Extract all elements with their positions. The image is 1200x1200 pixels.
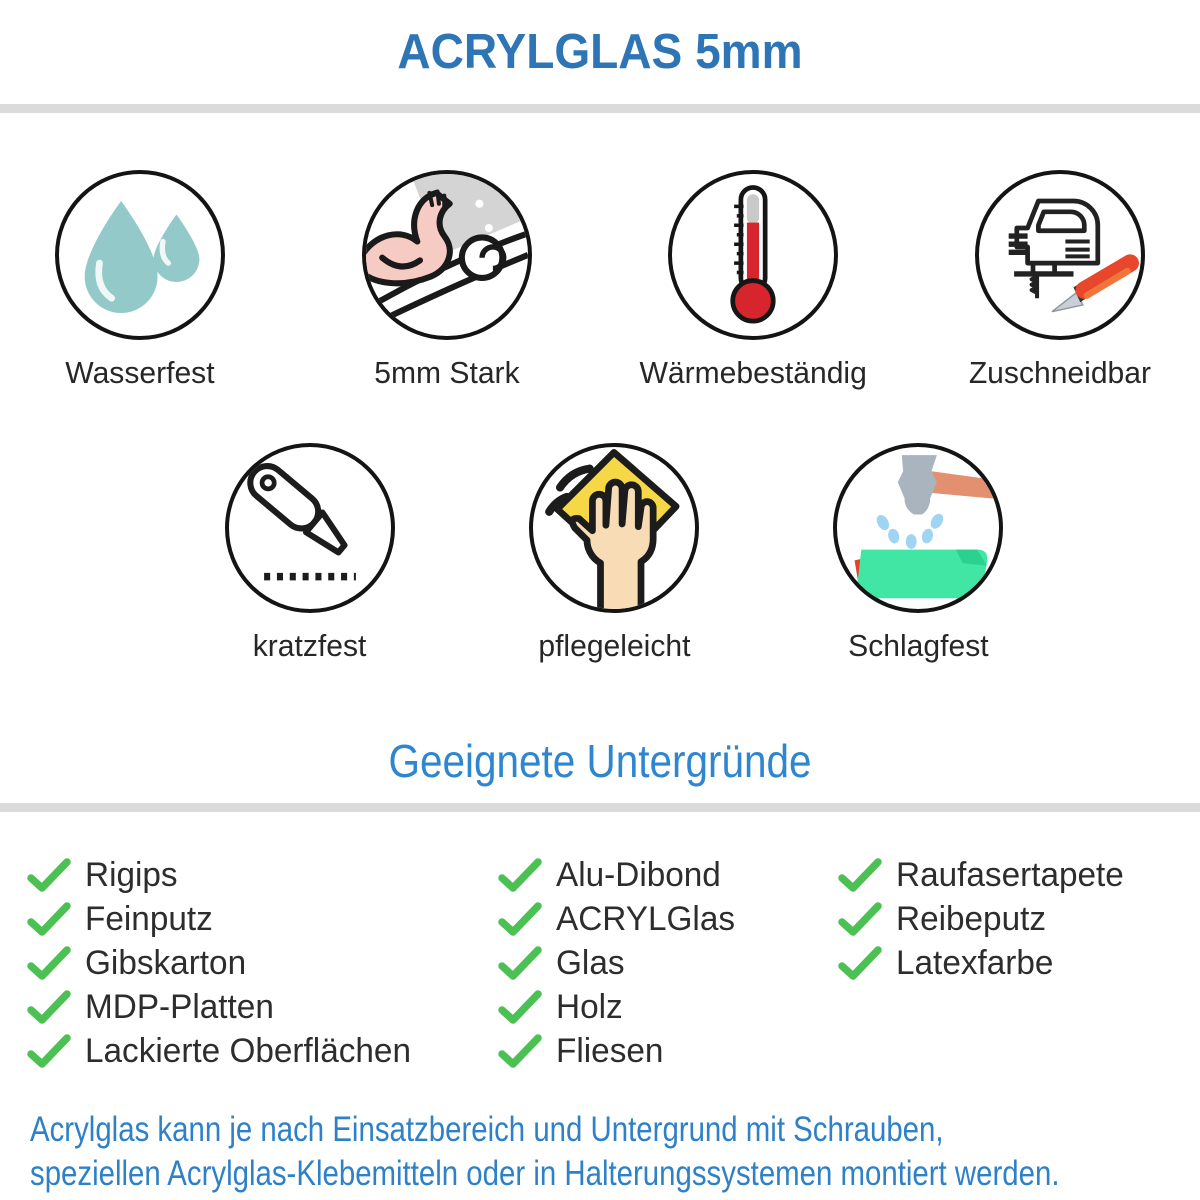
feature-label: Schlagfest bbox=[847, 628, 989, 663]
check-icon bbox=[498, 858, 542, 892]
substrate-item: Reibeputz bbox=[837, 897, 1129, 941]
check-icon bbox=[498, 1034, 542, 1068]
features-row-2: kratzfest pflegeleicht bbox=[200, 443, 1028, 664]
substrate-label: Rigips bbox=[85, 855, 178, 894]
feature-zuschneidbar: Zuschneidbar bbox=[960, 170, 1160, 391]
substrate-item: Raufasertapete bbox=[837, 853, 1129, 897]
check-icon bbox=[27, 858, 71, 892]
substrates-column-3: Raufasertapete Reibeputz Latexfarbe bbox=[837, 853, 1129, 985]
substrate-label: Fliesen bbox=[556, 1031, 664, 1070]
substrate-item: Glas bbox=[497, 941, 739, 985]
substrate-label: Reibeputz bbox=[896, 899, 1047, 938]
substrate-label: Alu-Dibond bbox=[556, 855, 721, 894]
jigsaw-knife-icon bbox=[1008, 198, 1139, 313]
mounting-note: Acrylglas kann je nach Einsatzbereich un… bbox=[30, 1108, 1200, 1196]
check-icon bbox=[838, 946, 882, 980]
substrate-item: MDP-Platten bbox=[26, 985, 418, 1029]
feature-waermebestaendig: Wärmebeständig bbox=[640, 170, 867, 391]
substrate-label: MDP-Platten bbox=[85, 987, 274, 1026]
substrates-column-2: Alu-Dibond ACRYLGlas Glas Holz Fliesen bbox=[497, 853, 739, 1073]
hammer-icon bbox=[854, 455, 999, 599]
substrate-label: Raufasertapete bbox=[896, 855, 1124, 894]
feature-wasserfest: Wasserfest bbox=[40, 170, 240, 391]
cleaning-hand-icon bbox=[545, 449, 680, 609]
water-drops-icon bbox=[84, 201, 200, 314]
substrate-item: Gibskarton bbox=[26, 941, 418, 985]
middle-divider bbox=[0, 803, 1200, 812]
feature-circle bbox=[668, 170, 839, 340]
check-icon bbox=[27, 902, 71, 936]
substrate-item: Holz bbox=[497, 985, 739, 1029]
substrate-item: ACRYLGlas bbox=[497, 897, 739, 941]
check-icon bbox=[838, 858, 882, 892]
feature-label: 5mm Stark bbox=[373, 355, 520, 390]
substrate-item: Lackierte Oberflächen bbox=[26, 1029, 418, 1073]
check-icon bbox=[498, 902, 542, 936]
substrate-label: Glas bbox=[556, 943, 625, 982]
substrate-label: Lackierte Oberflächen bbox=[85, 1031, 411, 1070]
check-icon bbox=[498, 990, 542, 1024]
check-icon bbox=[27, 990, 71, 1024]
check-icon bbox=[27, 946, 71, 980]
feature-label: Wasserfest bbox=[65, 355, 215, 390]
feature-circle bbox=[974, 170, 1145, 340]
substrate-label: ACRYLGlas bbox=[556, 899, 736, 938]
feature-label: Zuschneidbar bbox=[968, 355, 1152, 390]
substrate-label: Feinputz bbox=[85, 899, 213, 938]
feature-circle bbox=[529, 443, 699, 613]
top-divider bbox=[0, 104, 1200, 113]
substrates-column-1: Rigips Feinputz Gibskarton MDP-Platten L… bbox=[26, 853, 418, 1073]
substrate-label: Holz bbox=[556, 987, 623, 1026]
feature-label: pflegeleicht bbox=[537, 628, 691, 663]
feature-circle bbox=[55, 170, 225, 340]
feature-kratzfest: kratzfest bbox=[200, 443, 420, 664]
feature-circle bbox=[225, 443, 395, 613]
substrate-label: Gibskarton bbox=[85, 943, 247, 982]
substrate-item: Fliesen bbox=[497, 1029, 739, 1073]
features-row-1: Wasserfest 5mm Stark bbox=[40, 170, 1160, 391]
mounting-note-line-1: Acrylglas kann je nach Einsatzbereich un… bbox=[30, 1110, 944, 1149]
feature-label: kratzfest bbox=[253, 628, 367, 663]
substrate-item: Feinputz bbox=[26, 897, 418, 941]
feature-schlagfest: Schlagfest bbox=[808, 443, 1028, 664]
check-icon bbox=[498, 946, 542, 980]
substrate-item: Latexfarbe bbox=[837, 941, 1129, 985]
substrate-item: Alu-Dibond bbox=[497, 853, 739, 897]
muscle-roll-icon bbox=[365, 174, 528, 328]
utility-knife-icon bbox=[247, 462, 356, 581]
feature-5mm-stark: 5mm Stark bbox=[347, 170, 547, 391]
feature-pflegeleicht: pflegeleicht bbox=[504, 443, 724, 664]
feature-circle bbox=[833, 443, 1003, 613]
feature-label: Wärmebeständig bbox=[639, 355, 867, 390]
substrate-label: Latexfarbe bbox=[896, 943, 1054, 982]
check-icon bbox=[838, 902, 882, 936]
feature-circle bbox=[361, 170, 532, 340]
page-title: ACRYLGLAS 5mm bbox=[397, 25, 803, 79]
substrate-item: Rigips bbox=[26, 853, 418, 897]
section-heading: Geeignete Untergründe bbox=[388, 735, 812, 787]
check-icon bbox=[27, 1034, 71, 1068]
mounting-note-line-2: speziellen Acrylglas-Klebemitteln oder i… bbox=[30, 1154, 1060, 1193]
thermometer-icon bbox=[730, 185, 776, 324]
